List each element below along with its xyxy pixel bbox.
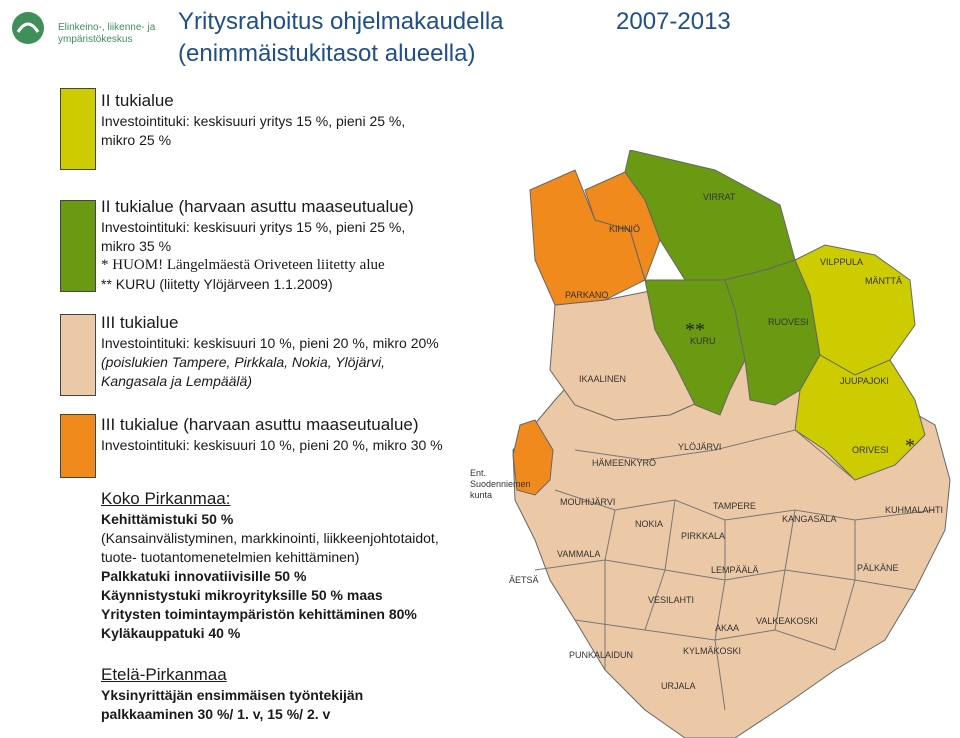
legend-line: Investointituki: keskisuuri 10 %, pieni … — [101, 335, 439, 351]
note-line: kunta — [470, 490, 493, 500]
pirkanmaa-map: KIHNIÖ VIRRAT PARKANO VILPPULA MÄNTTÄ **… — [509, 150, 951, 738]
legend-line: Investointituki: keskisuuri yritys 15 %,… — [101, 219, 406, 235]
ely-emblem-icon — [12, 12, 44, 44]
label-ylojarvi: YLÖJÄRVI — [678, 442, 721, 452]
label-pirkkala: PIRKKALA — [681, 531, 725, 541]
label-mouhijarvi: MOUHIJÄRVI — [560, 497, 615, 507]
page-title: Yritysrahoitus ohjelmakaudella 2007-2013 … — [178, 6, 731, 70]
municipal-borders — [534, 429, 936, 711]
etela-pirkanmaa-section: Etelä-Pirkanmaa Yksinyrittäjän ensimmäis… — [101, 664, 363, 724]
legend-ii-tukialue: II tukialue Investointituki: keskisuuri … — [101, 90, 405, 150]
region-orivesi — [794, 354, 926, 481]
logo-line-2: ympäristökeskus — [58, 34, 133, 45]
label-vammala: VAMMALA — [557, 549, 600, 559]
legend-heading: III tukialue (harvaan asuttu maaseutualu… — [101, 415, 419, 434]
support-line: Yksinyrittäjän ensimmäisen työntekijän — [101, 687, 364, 703]
region-vilppula-mantta — [794, 244, 916, 376]
support-line: Käynnistystuki mikroyrityksille 50 % maa… — [101, 587, 383, 603]
legend-line: Investointituki: keskisuuri 10 %, pieni … — [101, 437, 443, 453]
support-detail: tuote- tuotantomenetelmien kehittäminen) — [101, 549, 360, 565]
label-kuru: KURU — [690, 336, 716, 346]
label-mantta: MÄNTTÄ — [865, 276, 902, 286]
legend-note: * HUOM! Längelmäestä Oriveteen liitetty … — [101, 257, 385, 273]
title-line-2: (enimmäistukitasot alueella) — [178, 40, 476, 67]
legend-line: Investointituki: keskisuuri yritys 15 %,… — [101, 113, 406, 129]
label-urjala: URJALA — [661, 681, 696, 691]
label-punkalaidun: PUNKALAIDUN — [569, 650, 633, 660]
legend-heading: II tukialue — [101, 91, 174, 110]
legend-heading: III tukialue — [101, 313, 179, 332]
label-lempaala: LEMPÄÄLÄ — [711, 565, 759, 575]
swatch-iii-tukialue — [60, 314, 96, 396]
support-line: Kehittämistuki 50 % — [101, 511, 234, 527]
note-line: Suodenniemen — [470, 479, 531, 489]
support-detail: (Kansainvälistyminen, markkinointi, liik… — [101, 530, 439, 546]
note-line: Ent. — [470, 468, 487, 478]
label-nokia: NOKIA — [635, 519, 663, 529]
label-akaa: AKAA — [715, 623, 739, 633]
label-ruovesi: RUOVESI — [768, 317, 809, 327]
label-ikaalinen: IKAALINEN — [579, 374, 626, 384]
title-line-1: Yritysrahoitus ohjelmakaudella 2007-2013 — [178, 6, 731, 38]
swatch-iii-harvaan — [60, 414, 96, 478]
swatch-ii-tukialue — [60, 88, 96, 170]
support-line: Yritysten toimintaympäristön kehittämine… — [101, 606, 417, 622]
legend-ii-harvaan: II tukialue (harvaan asuttu maaseutualue… — [101, 196, 414, 294]
label-kuhmalahti: KUHMALAHTI — [885, 505, 943, 515]
label-orivesi: ORIVESI — [852, 445, 889, 455]
support-line: Kyläkauppatuki 40 % — [101, 625, 241, 641]
label-kylmakoski: KYLMÄKOSKI — [683, 646, 741, 656]
legend-line: mikro 35 % — [101, 238, 172, 254]
koko-pirkanmaa-section: Koko Pirkanmaa: Kehittämistuki 50 % (Kan… — [101, 488, 501, 643]
label-kihnio: KIHNIÖ — [609, 224, 640, 234]
legend-heading: II tukialue (harvaan asuttu maaseutualue… — [101, 197, 414, 216]
label-juupajoki: JUUPAJOKI — [840, 376, 889, 386]
label-vesilahti: VESILAHTI — [648, 595, 694, 605]
legend-iii-harvaan: III tukialue (harvaan asuttu maaseutualu… — [101, 414, 443, 455]
label-kangasala: KANGASALA — [782, 514, 837, 524]
label-tampere: TAMPERE — [713, 501, 756, 511]
kuru-marker: ** — [685, 319, 705, 341]
legend-line: mikro 25 % — [101, 132, 172, 148]
legend-note: ** KURU (liitetty Ylöjärveen 1.1.2009) — [101, 276, 333, 292]
label-parkano: PARKANO — [565, 290, 608, 300]
ely-logo: Elinkeino-, liikenne- ja ympäristökeskus — [8, 8, 158, 48]
label-valkeakoski: VALKEAKOSKI — [756, 616, 818, 626]
suodenniemi-note: Ent. Suodenniemen kunta — [470, 468, 531, 501]
support-line: palkkaaminen 30 %/ 1. v, 15 %/ 2. v — [101, 706, 331, 722]
label-vilppula: VILPPULA — [820, 257, 863, 267]
section-heading: Koko Pirkanmaa: — [101, 489, 231, 508]
label-aetsa: ÄETSÄ — [509, 575, 539, 585]
section-heading: Etelä-Pirkanmaa — [101, 665, 227, 684]
label-palkane: PÄLKÄNE — [857, 563, 899, 573]
legend-iii-tukialue: III tukialue Investointituki: keskisuuri… — [101, 312, 439, 391]
title-text: Yritysrahoitus ohjelmakaudella — [178, 8, 504, 35]
support-line: Palkkatuki innovatiivisille 50 % — [101, 568, 307, 584]
orivesi-marker: * — [905, 435, 915, 457]
legend-italic-line: (poislukien Tampere, Pirkkala, Nokia, Yl… — [101, 354, 386, 370]
logo-line-1: Elinkeino-, liikenne- ja — [58, 22, 156, 33]
label-virrat: VIRRAT — [703, 192, 736, 202]
region-kuru — [644, 279, 746, 416]
region-suodenniemi — [512, 419, 554, 496]
title-years: 2007-2013 — [616, 8, 731, 35]
legend-italic-line: Kangasala ja Lempäälä) — [101, 373, 252, 389]
swatch-ii-harvaan — [60, 200, 96, 292]
logo-text: Elinkeino-, liikenne- ja ympäristökeskus — [58, 22, 155, 46]
label-hameenkyro: HÄMEENKYRÖ — [592, 458, 656, 468]
